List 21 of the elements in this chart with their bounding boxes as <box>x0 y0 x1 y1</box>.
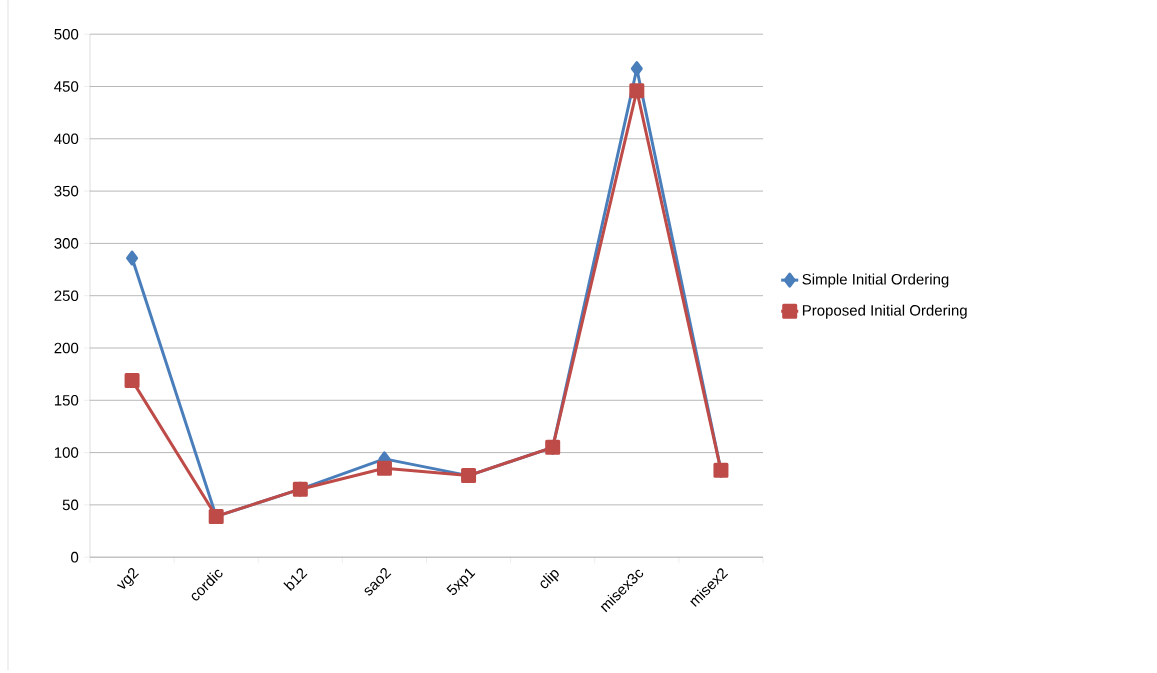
legend-label: Simple Initial Ordering <box>802 273 949 288</box>
point <box>630 61 643 77</box>
y-tick-label: 150 <box>54 394 79 406</box>
y-tick-label: 0 <box>71 551 79 563</box>
y-tick-label: 300 <box>54 237 79 249</box>
y-tick-label: 400 <box>54 133 79 144</box>
x-tick-label: vg2 <box>116 567 139 589</box>
y-tick-label: 50 <box>62 499 79 511</box>
x-tick-label: clip <box>540 569 559 589</box>
point <box>126 250 139 266</box>
point <box>376 460 392 476</box>
y-tick-label: 500 <box>54 28 79 40</box>
x-tick-label: b12 <box>283 568 308 591</box>
y-tick-label: 250 <box>54 290 79 301</box>
y-tick-label: 450 <box>54 81 79 92</box>
point <box>124 372 140 388</box>
y-tick-label: 350 <box>54 185 79 197</box>
y-tick-label: 200 <box>54 342 79 354</box>
y-tick-label: 100 <box>54 447 79 458</box>
legend-label: Proposed Initial Ordering <box>802 304 967 319</box>
point <box>629 83 645 99</box>
